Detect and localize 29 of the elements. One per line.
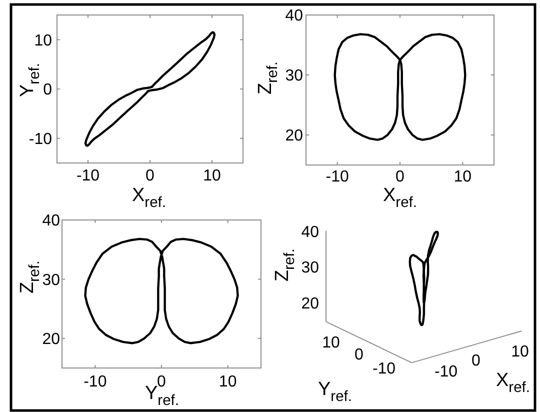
y-tick-label: 40 [42, 212, 60, 230]
x-tick-label: 0 [396, 168, 405, 186]
x-tick-label: -10 [76, 168, 100, 185]
x-axis-title: X$_{ref.}$ [382, 185, 418, 211]
text: 0 [472, 352, 481, 370]
x-tick-label: -10 [84, 374, 107, 391]
text: -10 [372, 360, 396, 378]
text: X$_{ref.}$ [496, 370, 530, 396]
text: 30 [301, 260, 320, 277]
x-tick-label: 10 [454, 168, 472, 186]
x-tick-label: 10 [218, 374, 237, 391]
y-tick-label: 40 [285, 8, 304, 25]
y-tick-label: 30 [42, 272, 60, 289]
y-tick-label: 0 [43, 82, 52, 99]
x-tick-label: 0 [146, 168, 155, 185]
y-tick-label: -10 [28, 130, 52, 148]
x-tick-label: 10 [203, 168, 221, 185]
y-tick-label: 20 [285, 128, 304, 145]
x-axis-title: X$_{ref.}$ [132, 185, 166, 211]
text: 10 [511, 344, 529, 361]
y-tick-label: 20 [42, 331, 60, 348]
text: 0 [354, 346, 364, 364]
text: 40 [301, 224, 320, 242]
y-tick-label: 30 [285, 68, 304, 85]
text: 20 [301, 296, 320, 313]
text: 10 [322, 334, 340, 352]
y-tick-label: 10 [34, 32, 52, 50]
text: Y$_{ref.}$ [318, 379, 352, 405]
x-tick-label: -10 [326, 168, 349, 186]
